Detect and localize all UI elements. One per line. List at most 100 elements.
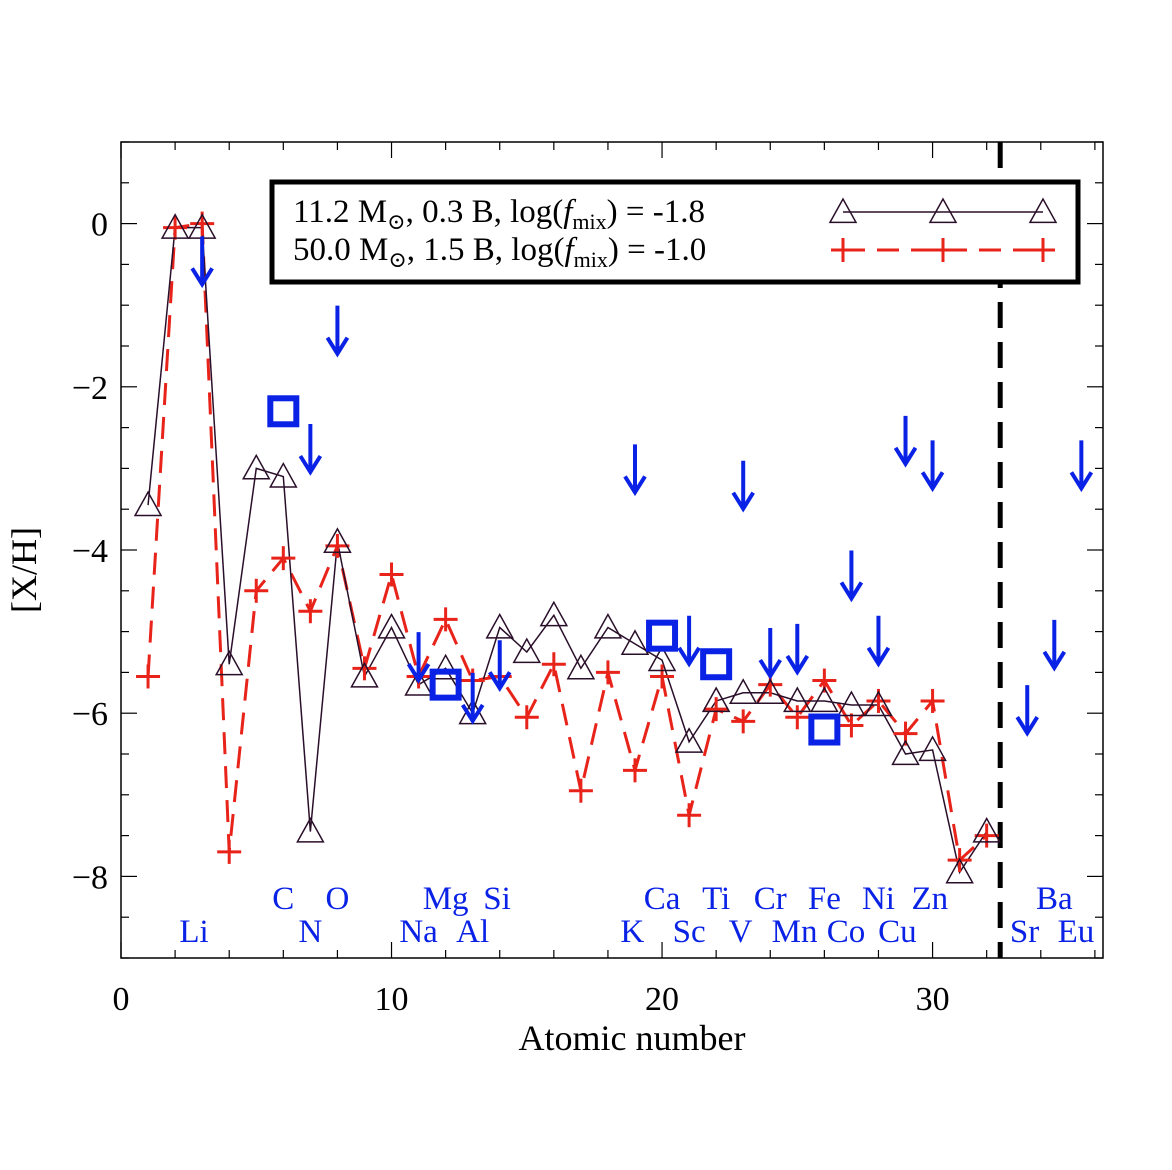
upper-limit-arrow [893, 415, 918, 468]
series-1-line [147, 226, 988, 875]
series-1-point [377, 612, 406, 639]
series-2-point [704, 697, 729, 722]
series-2-point [379, 562, 404, 587]
x-tick-label: 20 [645, 981, 679, 1018]
series-2-point [731, 709, 756, 734]
element-label: Sr [1010, 914, 1039, 950]
series-1-point [647, 645, 677, 672]
series-2-point [298, 599, 323, 624]
upper-limit-arrow [731, 460, 755, 513]
upper-limit-arrow [406, 632, 431, 684]
series-2-point [595, 660, 620, 685]
series-1-point [783, 686, 812, 713]
element-label: Cu [878, 914, 917, 950]
legend-label-1: 11.2 M⊙, 0.3 B, log(fmix) = -1.8 [293, 194, 705, 234]
legend-marker-2 [1031, 238, 1055, 262]
detection-square [267, 395, 300, 428]
element-label: Mn [772, 914, 818, 950]
element-label: Fe [808, 881, 841, 917]
legend-entry-1: 11.2 M⊙, 0.3 B, log(fmix) = -1.8 [293, 194, 705, 234]
series-1-point [728, 678, 758, 704]
series-1-point [755, 678, 785, 704]
series-2-point [244, 578, 269, 603]
series-2-line [146, 221, 988, 864]
series-1-point [431, 653, 460, 680]
upper-limit-arrow [758, 628, 782, 680]
element-label: C [272, 881, 294, 917]
upper-limit-arrow [460, 672, 485, 725]
element-label: Al [456, 914, 489, 950]
x-tick-label: 30 [916, 981, 950, 1018]
legend-marker-2 [831, 238, 855, 262]
element-label: Eu [1058, 914, 1095, 950]
upper-limit-arrow [298, 424, 323, 476]
series-1-point [945, 857, 974, 884]
element-label: Ni [862, 881, 895, 917]
series-1-point [918, 735, 947, 762]
series-1-point [323, 527, 352, 553]
upper-limit-arrow [839, 550, 864, 603]
upper-limit-arrow [920, 440, 945, 493]
element-label: Sc [673, 914, 706, 950]
element-label: Cr [754, 881, 787, 917]
series-1-point [566, 653, 596, 680]
legend-marker-2 [931, 238, 955, 262]
legend-marker-1 [828, 197, 858, 224]
upper-limit-arrow [785, 623, 810, 676]
upper-limit-arrow [325, 305, 350, 358]
series-2-point [568, 778, 593, 803]
series-1-point [674, 727, 704, 753]
y-tick-label: 0 [91, 207, 108, 244]
series-1-point [404, 670, 433, 696]
legend-marker-1 [928, 197, 958, 224]
series-2-point [271, 546, 296, 571]
x-axis-label: Atomic number [519, 1018, 746, 1058]
series-1-point [620, 629, 650, 655]
element-label: Mg [423, 881, 469, 917]
upper-limit-arrow [488, 640, 512, 693]
series-1-point [160, 213, 190, 239]
series-2-point [217, 839, 242, 864]
detection-square [646, 619, 679, 652]
element-label: Na [399, 914, 438, 950]
upper-limit-arrow [190, 236, 214, 289]
element-label: O [325, 881, 349, 917]
detection-square [700, 648, 733, 681]
y-tick-label: −8 [72, 859, 108, 896]
series-1-point [593, 612, 623, 639]
series-2-point [920, 688, 945, 713]
legend-entry-2: 50.0 M⊙, 1.5 B, log(fmix) = -1.0 [293, 232, 706, 272]
element-label: K [620, 914, 644, 950]
y-tick-label: −2 [72, 370, 108, 407]
series-2-point [433, 607, 458, 632]
y-tick-label: −4 [72, 533, 108, 570]
series-2-point [622, 758, 647, 783]
series-1-point [350, 661, 379, 688]
x-tick-label: 10 [375, 981, 409, 1018]
series-1-point [214, 649, 244, 676]
detection-square [808, 713, 841, 746]
series-1-point [269, 462, 298, 488]
element-label: Ba [1036, 881, 1073, 917]
element-label: Zn [912, 881, 949, 917]
x-tick-label: 0 [113, 981, 130, 1018]
upper-limit-arrow [677, 615, 701, 668]
element-label: V [729, 914, 753, 950]
upper-limit-arrow [623, 444, 647, 497]
element-label: Ti [702, 881, 730, 917]
series-1-point [539, 600, 569, 627]
upper-limit-arrow [1069, 440, 1094, 493]
upper-limit-arrow [866, 615, 891, 668]
series-2-point [677, 803, 702, 828]
element-label: Co [827, 914, 866, 950]
series-1-point [891, 739, 920, 766]
series-1-point [864, 690, 893, 717]
legend-marker-1 [1028, 197, 1058, 224]
series-2-point [785, 705, 810, 730]
series-1-point [296, 816, 325, 843]
series-2-point [136, 664, 161, 689]
series-1-point [187, 213, 217, 239]
upper-limit-arrow [1015, 685, 1039, 737]
detection-square [429, 668, 462, 701]
element-label: N [298, 914, 322, 950]
